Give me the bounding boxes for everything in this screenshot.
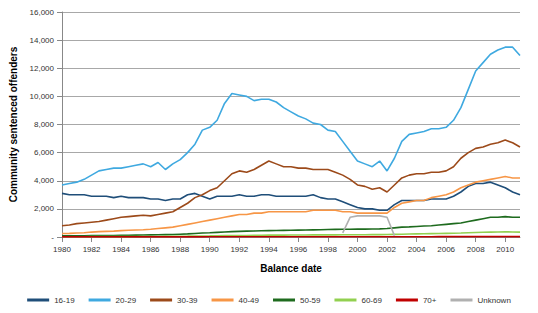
svg-text:1996: 1996 xyxy=(289,245,307,254)
svg-text:1998: 1998 xyxy=(319,245,337,254)
svg-text:30-39: 30-39 xyxy=(177,296,198,305)
svg-text:14,000: 14,000 xyxy=(30,36,55,45)
svg-text:4,000: 4,000 xyxy=(34,176,55,185)
svg-text:1992: 1992 xyxy=(230,245,248,254)
svg-text:6,000: 6,000 xyxy=(34,148,55,157)
svg-text:Community sentenced offenders: Community sentenced offenders xyxy=(8,46,19,202)
svg-text:Unknown: Unknown xyxy=(477,296,510,305)
svg-text:2000: 2000 xyxy=(349,245,367,254)
svg-text:1994: 1994 xyxy=(260,245,278,254)
svg-text:16,000: 16,000 xyxy=(30,8,55,17)
svg-text:20-29: 20-29 xyxy=(116,296,137,305)
svg-text:12,000: 12,000 xyxy=(30,64,55,73)
svg-text:50-59: 50-59 xyxy=(300,296,321,305)
svg-text:2006: 2006 xyxy=(437,245,455,254)
svg-text:2010: 2010 xyxy=(496,245,514,254)
svg-text:70+: 70+ xyxy=(423,296,437,305)
svg-text:1990: 1990 xyxy=(201,245,219,254)
svg-text:2004: 2004 xyxy=(408,245,426,254)
svg-text:8,000: 8,000 xyxy=(34,120,55,129)
svg-text:10,000: 10,000 xyxy=(30,92,55,101)
svg-text:1984: 1984 xyxy=(112,245,130,254)
svg-text:1982: 1982 xyxy=(83,245,101,254)
svg-text:60-69: 60-69 xyxy=(361,296,382,305)
svg-text:-: - xyxy=(51,233,54,242)
svg-text:1980: 1980 xyxy=(53,245,71,254)
svg-text:1988: 1988 xyxy=(171,245,189,254)
svg-text:2002: 2002 xyxy=(378,245,396,254)
svg-text:1986: 1986 xyxy=(142,245,160,254)
svg-text:2008: 2008 xyxy=(467,245,485,254)
svg-text:40-49: 40-49 xyxy=(239,296,260,305)
svg-text:Balance date: Balance date xyxy=(260,263,322,274)
svg-text:2,000: 2,000 xyxy=(34,204,55,213)
svg-text:16-19: 16-19 xyxy=(54,296,75,305)
